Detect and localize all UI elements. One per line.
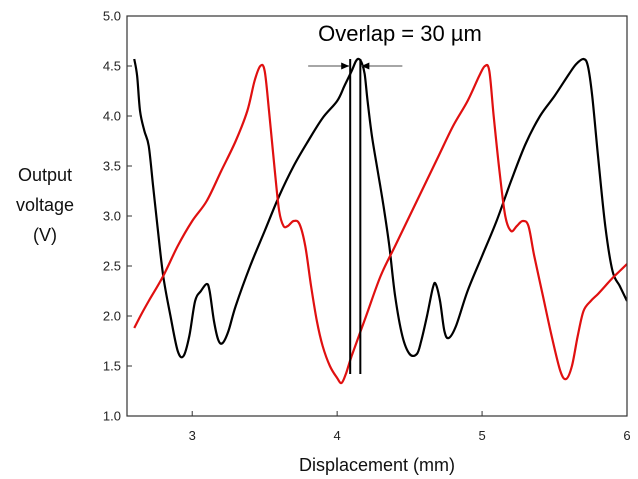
series-line-2 (133, 63, 627, 385)
x-tick-label: 6 (623, 428, 630, 443)
y-tick-label: 1.0 (103, 409, 121, 424)
y-axis-title-line-3: (V) (33, 225, 57, 245)
x-axis-title: Displacement (mm) (299, 455, 455, 475)
x-tick-label: 3 (189, 428, 196, 443)
y-tick-label: 4.0 (103, 109, 121, 124)
series-layer (133, 57, 627, 385)
y-tick-label: 3.0 (103, 209, 121, 224)
y-tick-label: 3.5 (103, 159, 121, 174)
overlap-arrowhead-left (341, 62, 350, 70)
y-axis-title-line-2: voltage (16, 195, 74, 215)
y-tick-label: 4.5 (103, 59, 121, 74)
y-tick-label: 5.0 (103, 9, 121, 24)
overlap-annotation-label: Overlap = 30 µm (318, 21, 482, 46)
series-line-1 (133, 57, 627, 359)
y-tick-label: 2.0 (103, 309, 121, 324)
tick-layer: 3 4 5 6 1.0 1.5 2.0 2.5 3.0 3.5 4.0 4.5 5.0 (103, 9, 631, 444)
y-axis-title-line-1: Output (18, 165, 72, 185)
annotation-layer (308, 59, 403, 374)
overlap-arrowhead-right (361, 62, 370, 70)
y-tick-label: 1.5 (103, 359, 121, 374)
plot-frame (126, 15, 628, 417)
y-tick-label: 2.5 (103, 259, 121, 274)
x-tick-label: 5 (478, 428, 485, 443)
x-tick-label: 4 (334, 428, 341, 443)
